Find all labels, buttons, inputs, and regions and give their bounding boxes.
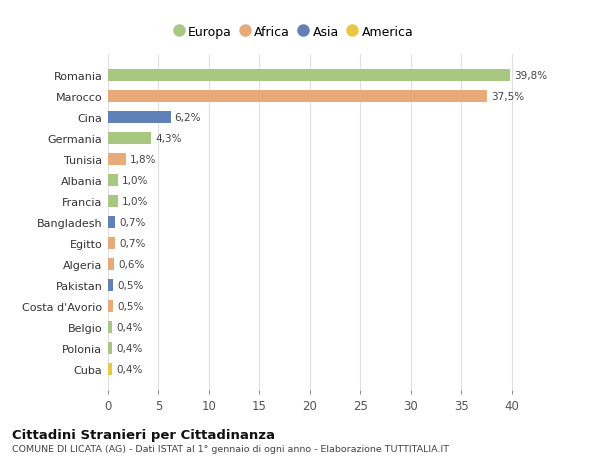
- Bar: [108, 91, 487, 103]
- Bar: [108, 238, 115, 249]
- Text: 0,5%: 0,5%: [117, 302, 143, 311]
- Text: 0,7%: 0,7%: [119, 218, 145, 228]
- Bar: [108, 259, 114, 270]
- Text: 39,8%: 39,8%: [514, 71, 547, 81]
- Text: 0,4%: 0,4%: [116, 322, 142, 332]
- Bar: [108, 280, 113, 291]
- Text: 37,5%: 37,5%: [491, 92, 524, 102]
- Bar: [108, 112, 170, 123]
- Text: 1,8%: 1,8%: [130, 155, 157, 165]
- Text: 1,0%: 1,0%: [122, 197, 149, 207]
- Text: 0,5%: 0,5%: [117, 280, 143, 291]
- Text: Cittadini Stranieri per Cittadinanza: Cittadini Stranieri per Cittadinanza: [12, 428, 275, 441]
- Bar: [108, 322, 112, 333]
- Bar: [108, 364, 112, 375]
- Bar: [108, 133, 151, 145]
- Bar: [108, 175, 118, 186]
- Bar: [108, 217, 115, 229]
- Text: 6,2%: 6,2%: [175, 113, 201, 123]
- Bar: [108, 342, 112, 354]
- Text: 0,4%: 0,4%: [116, 343, 142, 353]
- Text: 0,6%: 0,6%: [118, 259, 145, 269]
- Text: 4,3%: 4,3%: [155, 134, 182, 144]
- Bar: [108, 154, 126, 166]
- Text: 0,4%: 0,4%: [116, 364, 142, 374]
- Bar: [108, 301, 113, 312]
- Bar: [108, 196, 118, 207]
- Bar: [108, 70, 510, 82]
- Text: COMUNE DI LICATA (AG) - Dati ISTAT al 1° gennaio di ogni anno - Elaborazione TUT: COMUNE DI LICATA (AG) - Dati ISTAT al 1°…: [12, 444, 449, 453]
- Text: 0,7%: 0,7%: [119, 239, 145, 248]
- Text: 1,0%: 1,0%: [122, 176, 149, 186]
- Legend: Europa, Africa, Asia, America: Europa, Africa, Asia, America: [170, 21, 418, 44]
